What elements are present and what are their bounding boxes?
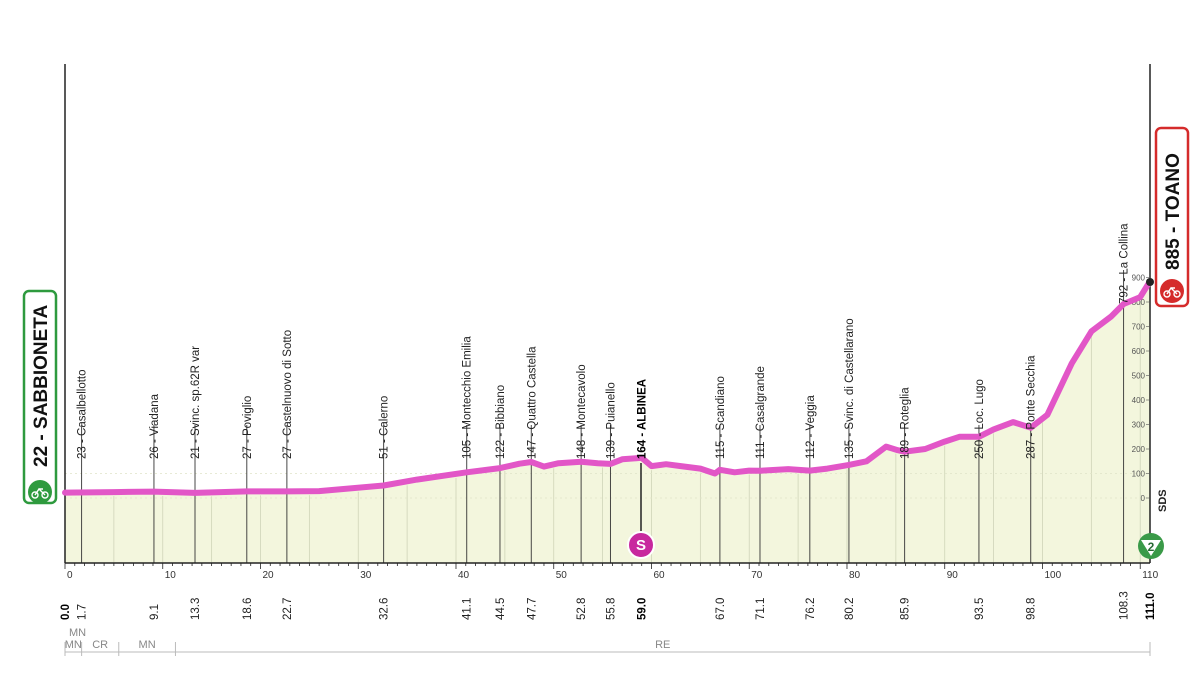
waypoint-label: 27 - Castelnuovo di Sotto [282, 330, 294, 459]
terrain-strip: MN CR MN RE MN [64, 627, 1151, 656]
waypoint-km-label: 52.8 [576, 598, 588, 620]
elevation-tick-label: 300 [1132, 421, 1146, 430]
x-tick-label: 60 [653, 570, 665, 581]
waypoint-km-label: 67.0 [715, 598, 727, 620]
elevation-tick-label: 700 [1132, 323, 1146, 332]
x-tick-label: 20 [262, 570, 274, 581]
elevation-tick-label: 200 [1132, 445, 1146, 454]
waypoint-km-label: 1.7 [77, 604, 89, 620]
waypoint-label: 139 - Puianello [605, 382, 617, 459]
x-tick-label: 40 [458, 570, 470, 581]
start-city-label: 22 - SABBIONETA [31, 304, 52, 467]
bicycle-glyph-start [31, 487, 49, 499]
waypoint-km-label: 41.1 [462, 598, 474, 620]
waypoint-label: 111 - Casalgrande [755, 366, 767, 459]
waypoint-km-label: 47.7 [526, 598, 538, 620]
elevation-tick-label: 800 [1132, 298, 1146, 307]
waypoint-label: 21 - Svinc. sp.62R var [190, 346, 202, 459]
direction-label: SDS [1157, 489, 1169, 512]
waypoint-label: 23 - Casalbellotto [77, 370, 89, 460]
waypoint-km-label: 22.7 [282, 598, 294, 620]
waypoint-label: 189 - Roteglia [900, 387, 912, 459]
waypoint-km-label: 9.1 [149, 604, 161, 620]
waypoint-km-label: 18.6 [242, 598, 254, 620]
waypoint-km-label: 108.3 [1119, 591, 1131, 620]
terrain-label: MN [139, 639, 156, 651]
finish-km-label: 111.0 [1145, 592, 1157, 620]
number-badge-label: 2 [1148, 540, 1155, 554]
waypoint-label: 792 - La Collina [1119, 223, 1131, 304]
waypoint-label: 112 - Veggia [805, 395, 817, 459]
waypoint-label: 27 - Poviglio [242, 396, 254, 459]
elevation-tick-label: 500 [1132, 372, 1146, 381]
elevation-tick-label: 600 [1132, 347, 1146, 356]
waypoint-labels: 23 - Casalbellotto 26 - Viadana 21 - Svinc… [77, 223, 1131, 459]
x-tick-label: 70 [751, 570, 763, 581]
waypoint-km-label: 71.1 [755, 598, 767, 620]
sprint-circle [627, 531, 655, 559]
elevation-tick-label: 900 [1132, 274, 1146, 283]
terrain-label: RE [655, 639, 670, 651]
sprint-label: S [636, 537, 646, 554]
finish-city-label: 885 - TOANO [1163, 153, 1184, 270]
waypoint-label: 287 - Ponte Secchia [1026, 355, 1038, 459]
km-labels: 1.7 9.1 13.3 18.6 22.7 32.6 41.1 44.5 47.7 52.8 55… [60, 591, 1157, 620]
waypoint-label: 26 - Viadana [149, 393, 161, 459]
waypoint-km-label: 13.3 [190, 598, 202, 620]
finish-point-marker [1146, 278, 1154, 286]
elevation-tick-label: 0 [1141, 494, 1146, 503]
sprint-marker: S [627, 463, 655, 559]
finish-badge: 885 - TOANO [1154, 126, 1190, 308]
finish-badge-frame [1154, 126, 1190, 308]
waypoint-label: 51 - Calerno [379, 396, 391, 459]
waypoint-lines [81, 270, 1125, 563]
x-tick-label: 10 [165, 570, 177, 581]
x-axis-ticks: 0 10 20 30 40 50 60 70 80 90 100 110 [64, 563, 1159, 581]
x-tick-label: 0 [67, 570, 73, 581]
waypoint-label: 115 - Scandiano [715, 376, 727, 459]
waypoint-km-label: 93.5 [974, 598, 986, 620]
waypoint-label: 135 - Svinc. di Castellarano [844, 318, 856, 459]
start-badge: 22 - SABBIONETA [22, 289, 58, 505]
x-tick-label: 80 [849, 570, 861, 581]
waypoint-km-label: 98.8 [1026, 598, 1038, 620]
waypoint-km-label: 76.2 [805, 598, 817, 620]
x-tick-label: 30 [360, 570, 372, 581]
waypoint-label: 147 - Quattro Castella [526, 346, 538, 459]
waypoint-km-label: 80.2 [844, 598, 856, 620]
elevation-ticks: 0 100 200 300 400 500 600 700 800 900 [1132, 274, 1150, 503]
waypoint-km-label: 59.0 [637, 598, 649, 620]
waypoint-label: 250 - Loc. Lugo [974, 379, 986, 459]
waypoint-label: 105 - Montecchio Emilia [462, 336, 474, 459]
waypoint-km-label: 55.8 [605, 598, 617, 620]
waypoint-km-label: 44.5 [495, 598, 507, 620]
start-km-label: 0.0 [60, 604, 72, 620]
elevation-profile-line [62, 278, 1153, 496]
number-badge: 2 [1138, 533, 1164, 559]
x-tick-label: 110 [1142, 570, 1158, 581]
waypoint-km-label: 32.6 [379, 598, 391, 620]
elevation-tick-label: 400 [1132, 396, 1146, 405]
x-tick-label: 50 [556, 570, 568, 581]
elevation-tick-label: 100 [1132, 470, 1146, 479]
terrain-label: CR [92, 639, 108, 651]
waypoint-label: 164 - ALBINEA [637, 379, 649, 459]
waypoint-label: 122 - Bibbiano [495, 385, 507, 459]
x-tick-label: 100 [1044, 570, 1061, 581]
x-tick-label: 90 [947, 570, 959, 581]
waypoint-label: 148 - Montecavolo [576, 364, 588, 459]
bicycle-glyph-finish [1163, 286, 1181, 298]
terrain-label-top: MN [69, 627, 86, 639]
terrain-label: MN [65, 639, 82, 651]
start-cyclist-icon [28, 480, 52, 504]
number-badge-shape [1141, 540, 1161, 556]
finish-cyclist-icon [1160, 279, 1184, 303]
waypoint-km-label: 85.9 [900, 598, 912, 620]
